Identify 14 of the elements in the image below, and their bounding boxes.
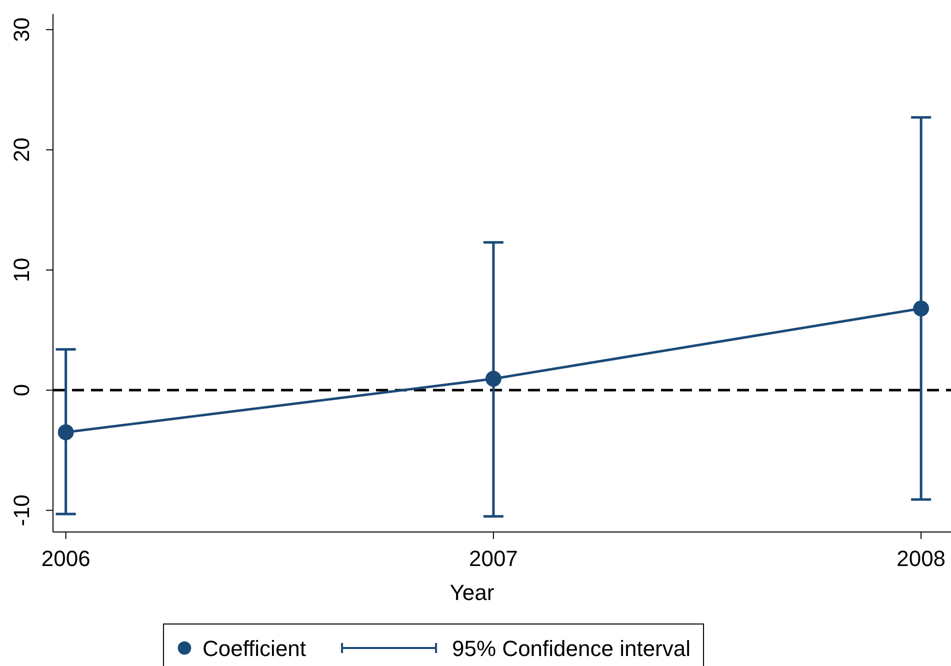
x-tick-label: 2007 bbox=[468, 546, 518, 572]
point bbox=[485, 370, 502, 387]
text: 95% Confidence interval bbox=[452, 636, 691, 661]
y-tick-label: 20 bbox=[9, 138, 34, 162]
x-tick-label: 2008 bbox=[896, 546, 946, 572]
y-tick-label: 10 bbox=[9, 258, 34, 282]
point bbox=[58, 424, 74, 440]
y-tick-label: -10 bbox=[9, 494, 34, 526]
x-tick-label: 2006 bbox=[41, 546, 90, 572]
x-axis-title: Year bbox=[450, 580, 494, 605]
y-tick-label: 0 bbox=[9, 384, 34, 396]
point bbox=[913, 300, 930, 316]
legend-label: Coefficient bbox=[202, 636, 306, 661]
y-tick-label: 30 bbox=[9, 17, 34, 42]
